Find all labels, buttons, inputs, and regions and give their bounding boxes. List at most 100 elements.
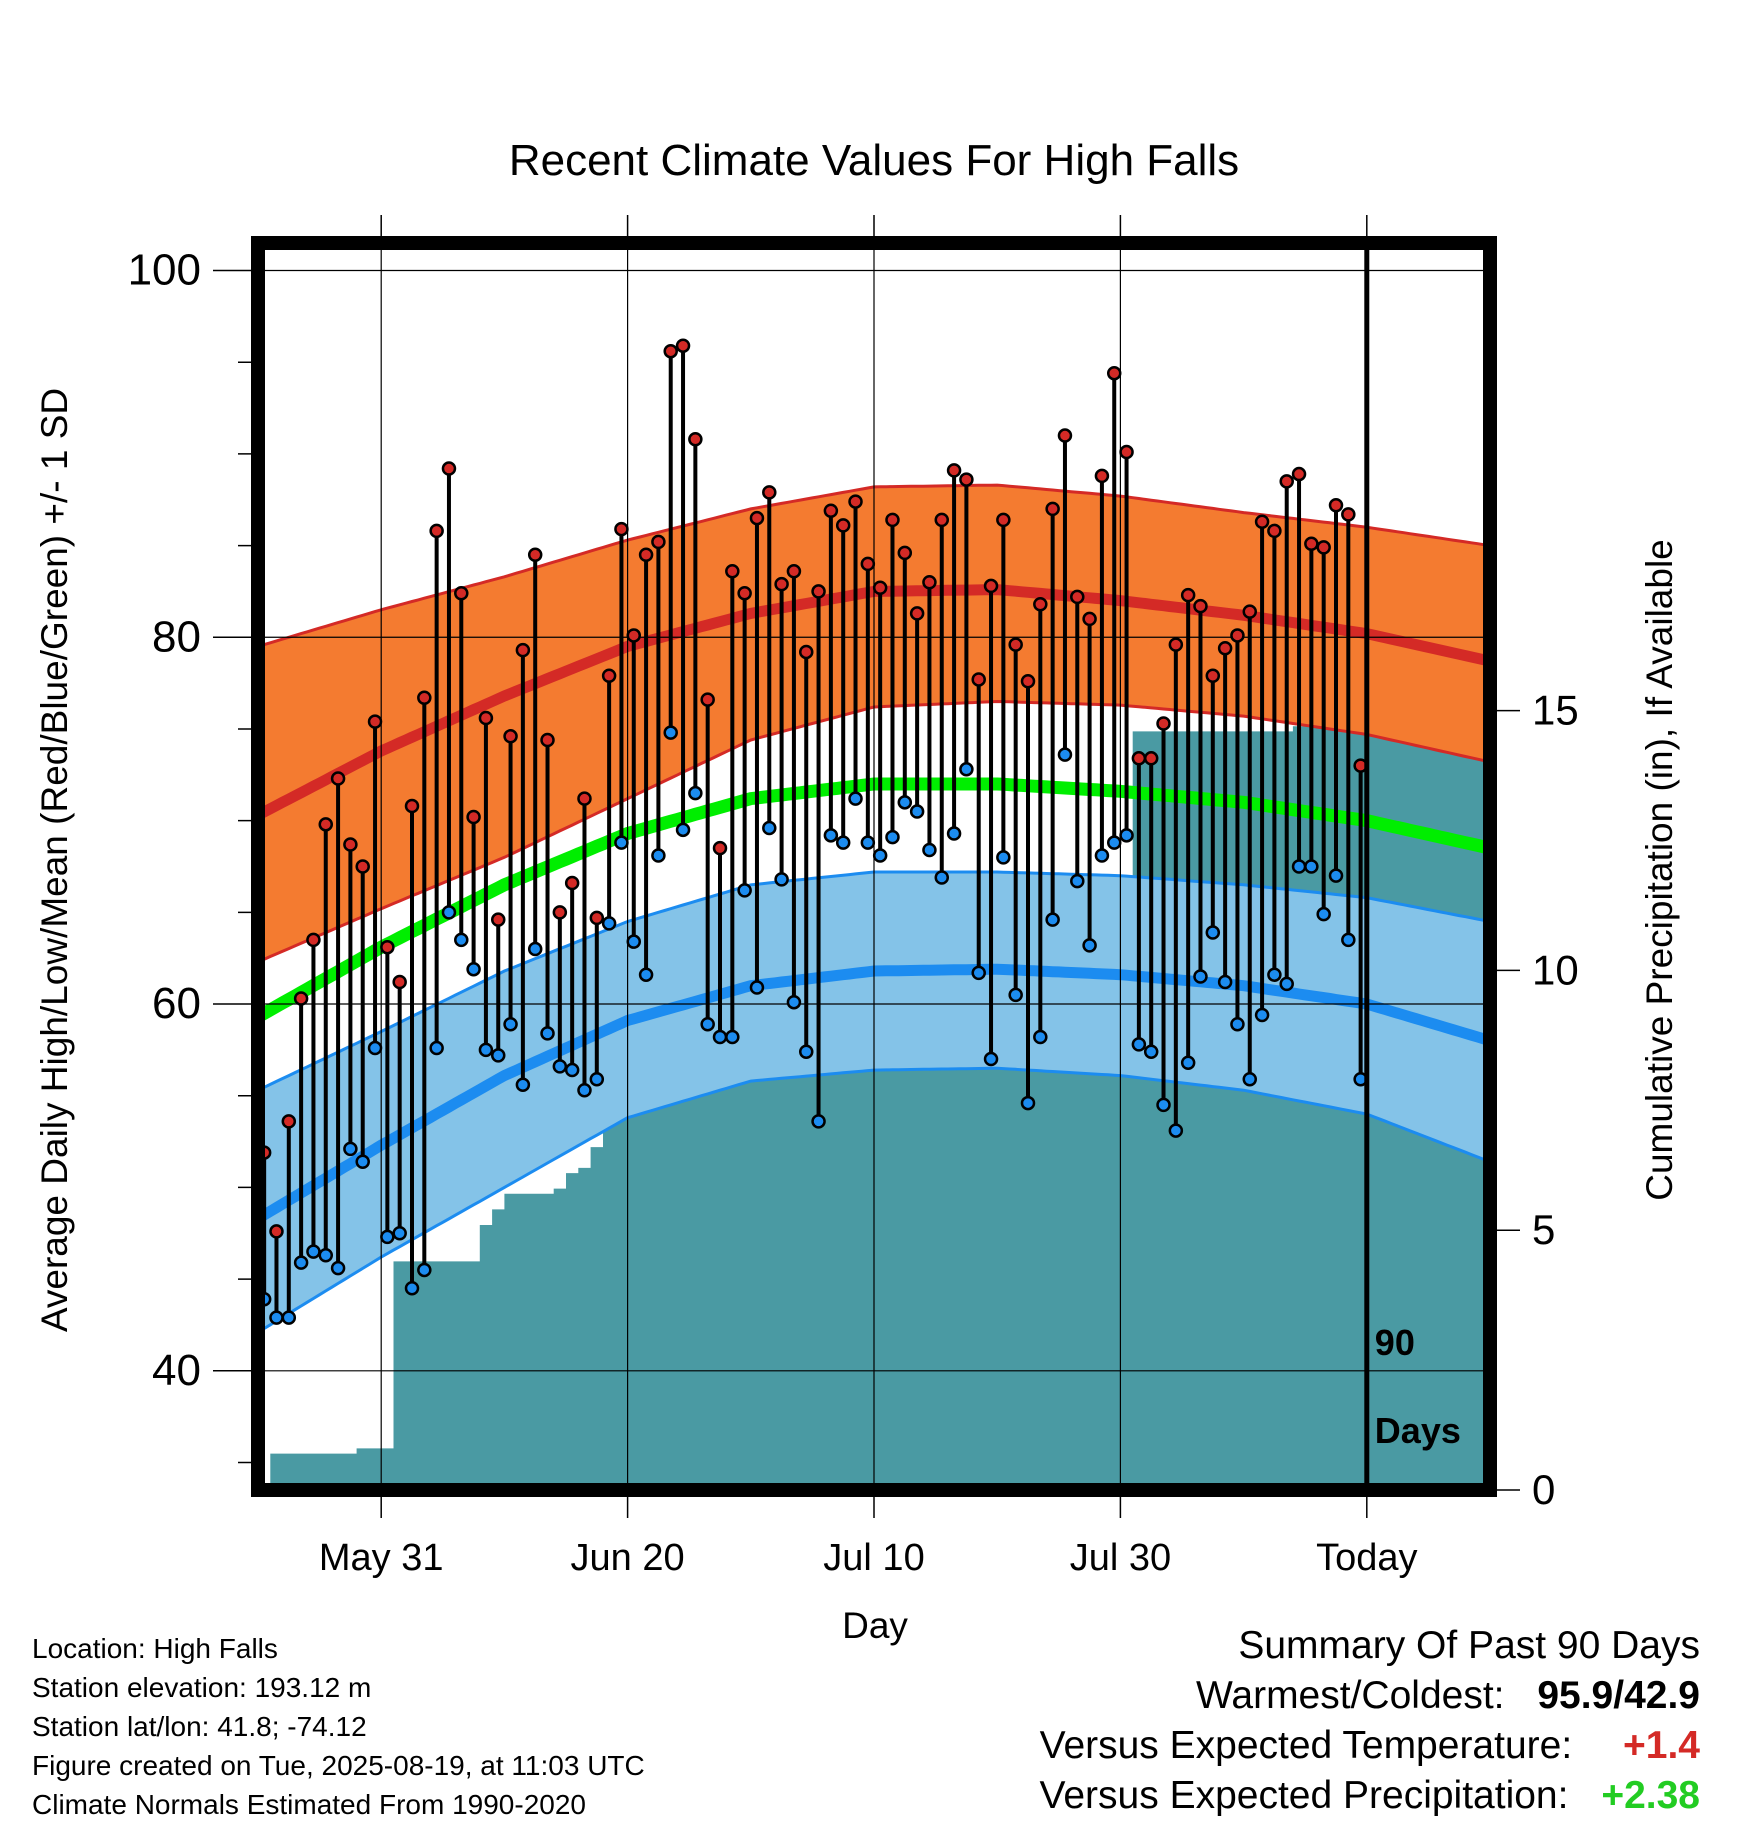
y-tick-label: 100 bbox=[128, 246, 201, 295]
daily-high-point bbox=[306, 932, 321, 948]
daily-low-point bbox=[749, 980, 765, 995]
daily-low-point bbox=[1230, 1016, 1245, 1032]
daily-low-point bbox=[762, 820, 777, 836]
x-axis-label: Day bbox=[842, 1605, 908, 1646]
daily-high-point bbox=[614, 521, 629, 537]
daily-high-point bbox=[811, 584, 826, 599]
daily-high-point bbox=[293, 991, 309, 1006]
daily-low-point bbox=[1254, 1007, 1270, 1023]
daily-low-point bbox=[527, 941, 543, 957]
daily-high-point bbox=[1045, 501, 1060, 517]
daily-high-point bbox=[355, 859, 370, 874]
daily-low-point bbox=[1057, 747, 1073, 762]
daily-low-point bbox=[848, 791, 863, 806]
normals-text: Climate Normals Estimated From 1990-2020 bbox=[32, 1789, 586, 1820]
daily-high-point bbox=[700, 692, 715, 707]
daily-high-point bbox=[1070, 589, 1085, 605]
daily-low-point bbox=[589, 1071, 605, 1087]
daily-high-point bbox=[1119, 444, 1134, 460]
daily-low-point bbox=[909, 804, 925, 819]
daily-high-point bbox=[1217, 641, 1233, 656]
x-tick-label: Today bbox=[1316, 1537, 1417, 1579]
daily-high-point bbox=[589, 910, 605, 926]
daily-low-point bbox=[380, 1229, 395, 1245]
daily-high-point bbox=[946, 463, 962, 478]
daily-low-point bbox=[651, 848, 666, 863]
daily-low-point bbox=[1267, 967, 1282, 982]
daily-high-point bbox=[959, 472, 974, 487]
daily-high-point bbox=[996, 512, 1011, 528]
daily-low-point bbox=[343, 1141, 358, 1157]
summary-heading: Summary Of Past 90 Days bbox=[1238, 1624, 1700, 1667]
daily-low-point bbox=[614, 835, 629, 850]
y2-tick-label: 5 bbox=[1532, 1206, 1555, 1253]
daily-high-point bbox=[762, 485, 777, 500]
warm-cold-value: 95.9/42.9 bbox=[1537, 1674, 1700, 1717]
daily-low-point bbox=[712, 1029, 728, 1045]
daily-low-point bbox=[1304, 859, 1319, 874]
daily-low-point bbox=[626, 934, 642, 949]
daily-high-point bbox=[1057, 428, 1073, 443]
daily-low-point bbox=[306, 1244, 321, 1259]
daily-high-point bbox=[798, 644, 814, 660]
daily-low-point bbox=[355, 1154, 370, 1169]
daily-low-point bbox=[1341, 932, 1356, 948]
daily-high-point bbox=[441, 461, 457, 476]
daily-high-point bbox=[1304, 536, 1319, 551]
daily-high-point bbox=[663, 343, 678, 359]
y-tick-label: 60 bbox=[152, 979, 201, 1028]
daily-low-point bbox=[540, 1026, 555, 1041]
daily-low-point bbox=[663, 725, 678, 740]
daily-low-point bbox=[996, 850, 1011, 865]
daily-high-point bbox=[897, 545, 913, 561]
precip-label: Versus Expected Precipitation: bbox=[1039, 1774, 1569, 1817]
daily-low-point bbox=[1168, 1123, 1184, 1138]
daily-low-point bbox=[885, 829, 900, 845]
daily-low-point bbox=[293, 1255, 309, 1270]
daily-low-point bbox=[1328, 868, 1344, 883]
daily-high-point bbox=[1180, 587, 1196, 603]
daily-high-point bbox=[1082, 611, 1097, 627]
daily-high-point bbox=[564, 875, 580, 891]
daily-high-point bbox=[1341, 507, 1356, 522]
daily-low-point bbox=[441, 905, 457, 920]
daily-low-point bbox=[503, 1016, 518, 1032]
daily-low-point bbox=[564, 1062, 580, 1078]
daily-high-point bbox=[823, 503, 839, 518]
daily-high-point bbox=[909, 606, 925, 621]
daily-high-point bbox=[527, 547, 543, 562]
daily-low-point bbox=[946, 826, 962, 841]
daily-high-point bbox=[269, 1224, 284, 1239]
daily-high-point bbox=[1254, 514, 1270, 529]
daily-high-point bbox=[749, 510, 765, 526]
daily-low-point bbox=[269, 1310, 284, 1325]
y2-tick-label: 15 bbox=[1532, 687, 1579, 734]
annotation-90: 90 bbox=[1375, 1322, 1415, 1363]
daily-high-point bbox=[688, 431, 703, 447]
daily-low-point bbox=[983, 1051, 999, 1067]
daily-low-point bbox=[811, 1114, 826, 1129]
daily-high-point bbox=[330, 771, 346, 786]
daily-low-point bbox=[1008, 987, 1023, 1003]
daily-low-point bbox=[1143, 1044, 1159, 1059]
daily-low-point bbox=[466, 961, 481, 977]
warm-cold-label: Warmest/Coldest: bbox=[1196, 1674, 1505, 1717]
daily-low-point bbox=[971, 965, 986, 981]
daily-high-point bbox=[786, 564, 802, 579]
daily-high-point bbox=[1033, 597, 1048, 612]
daily-low-point bbox=[1070, 873, 1085, 889]
daily-low-point bbox=[1205, 925, 1221, 940]
daily-low-point bbox=[860, 835, 876, 850]
daily-low-point bbox=[1193, 969, 1208, 984]
daily-low-point bbox=[1020, 1095, 1036, 1111]
daily-high-point bbox=[367, 714, 383, 729]
daily-low-point bbox=[774, 872, 789, 887]
daily-high-point bbox=[1094, 468, 1110, 484]
elevation-text: Station elevation: 193.12 m bbox=[32, 1672, 372, 1703]
daily-low-point bbox=[330, 1260, 346, 1276]
daily-low-point bbox=[959, 762, 974, 777]
daily-low-point bbox=[737, 883, 752, 898]
daily-high-point bbox=[1131, 751, 1147, 766]
y-tick-label: 80 bbox=[152, 612, 201, 661]
daily-low-point bbox=[318, 1248, 334, 1263]
